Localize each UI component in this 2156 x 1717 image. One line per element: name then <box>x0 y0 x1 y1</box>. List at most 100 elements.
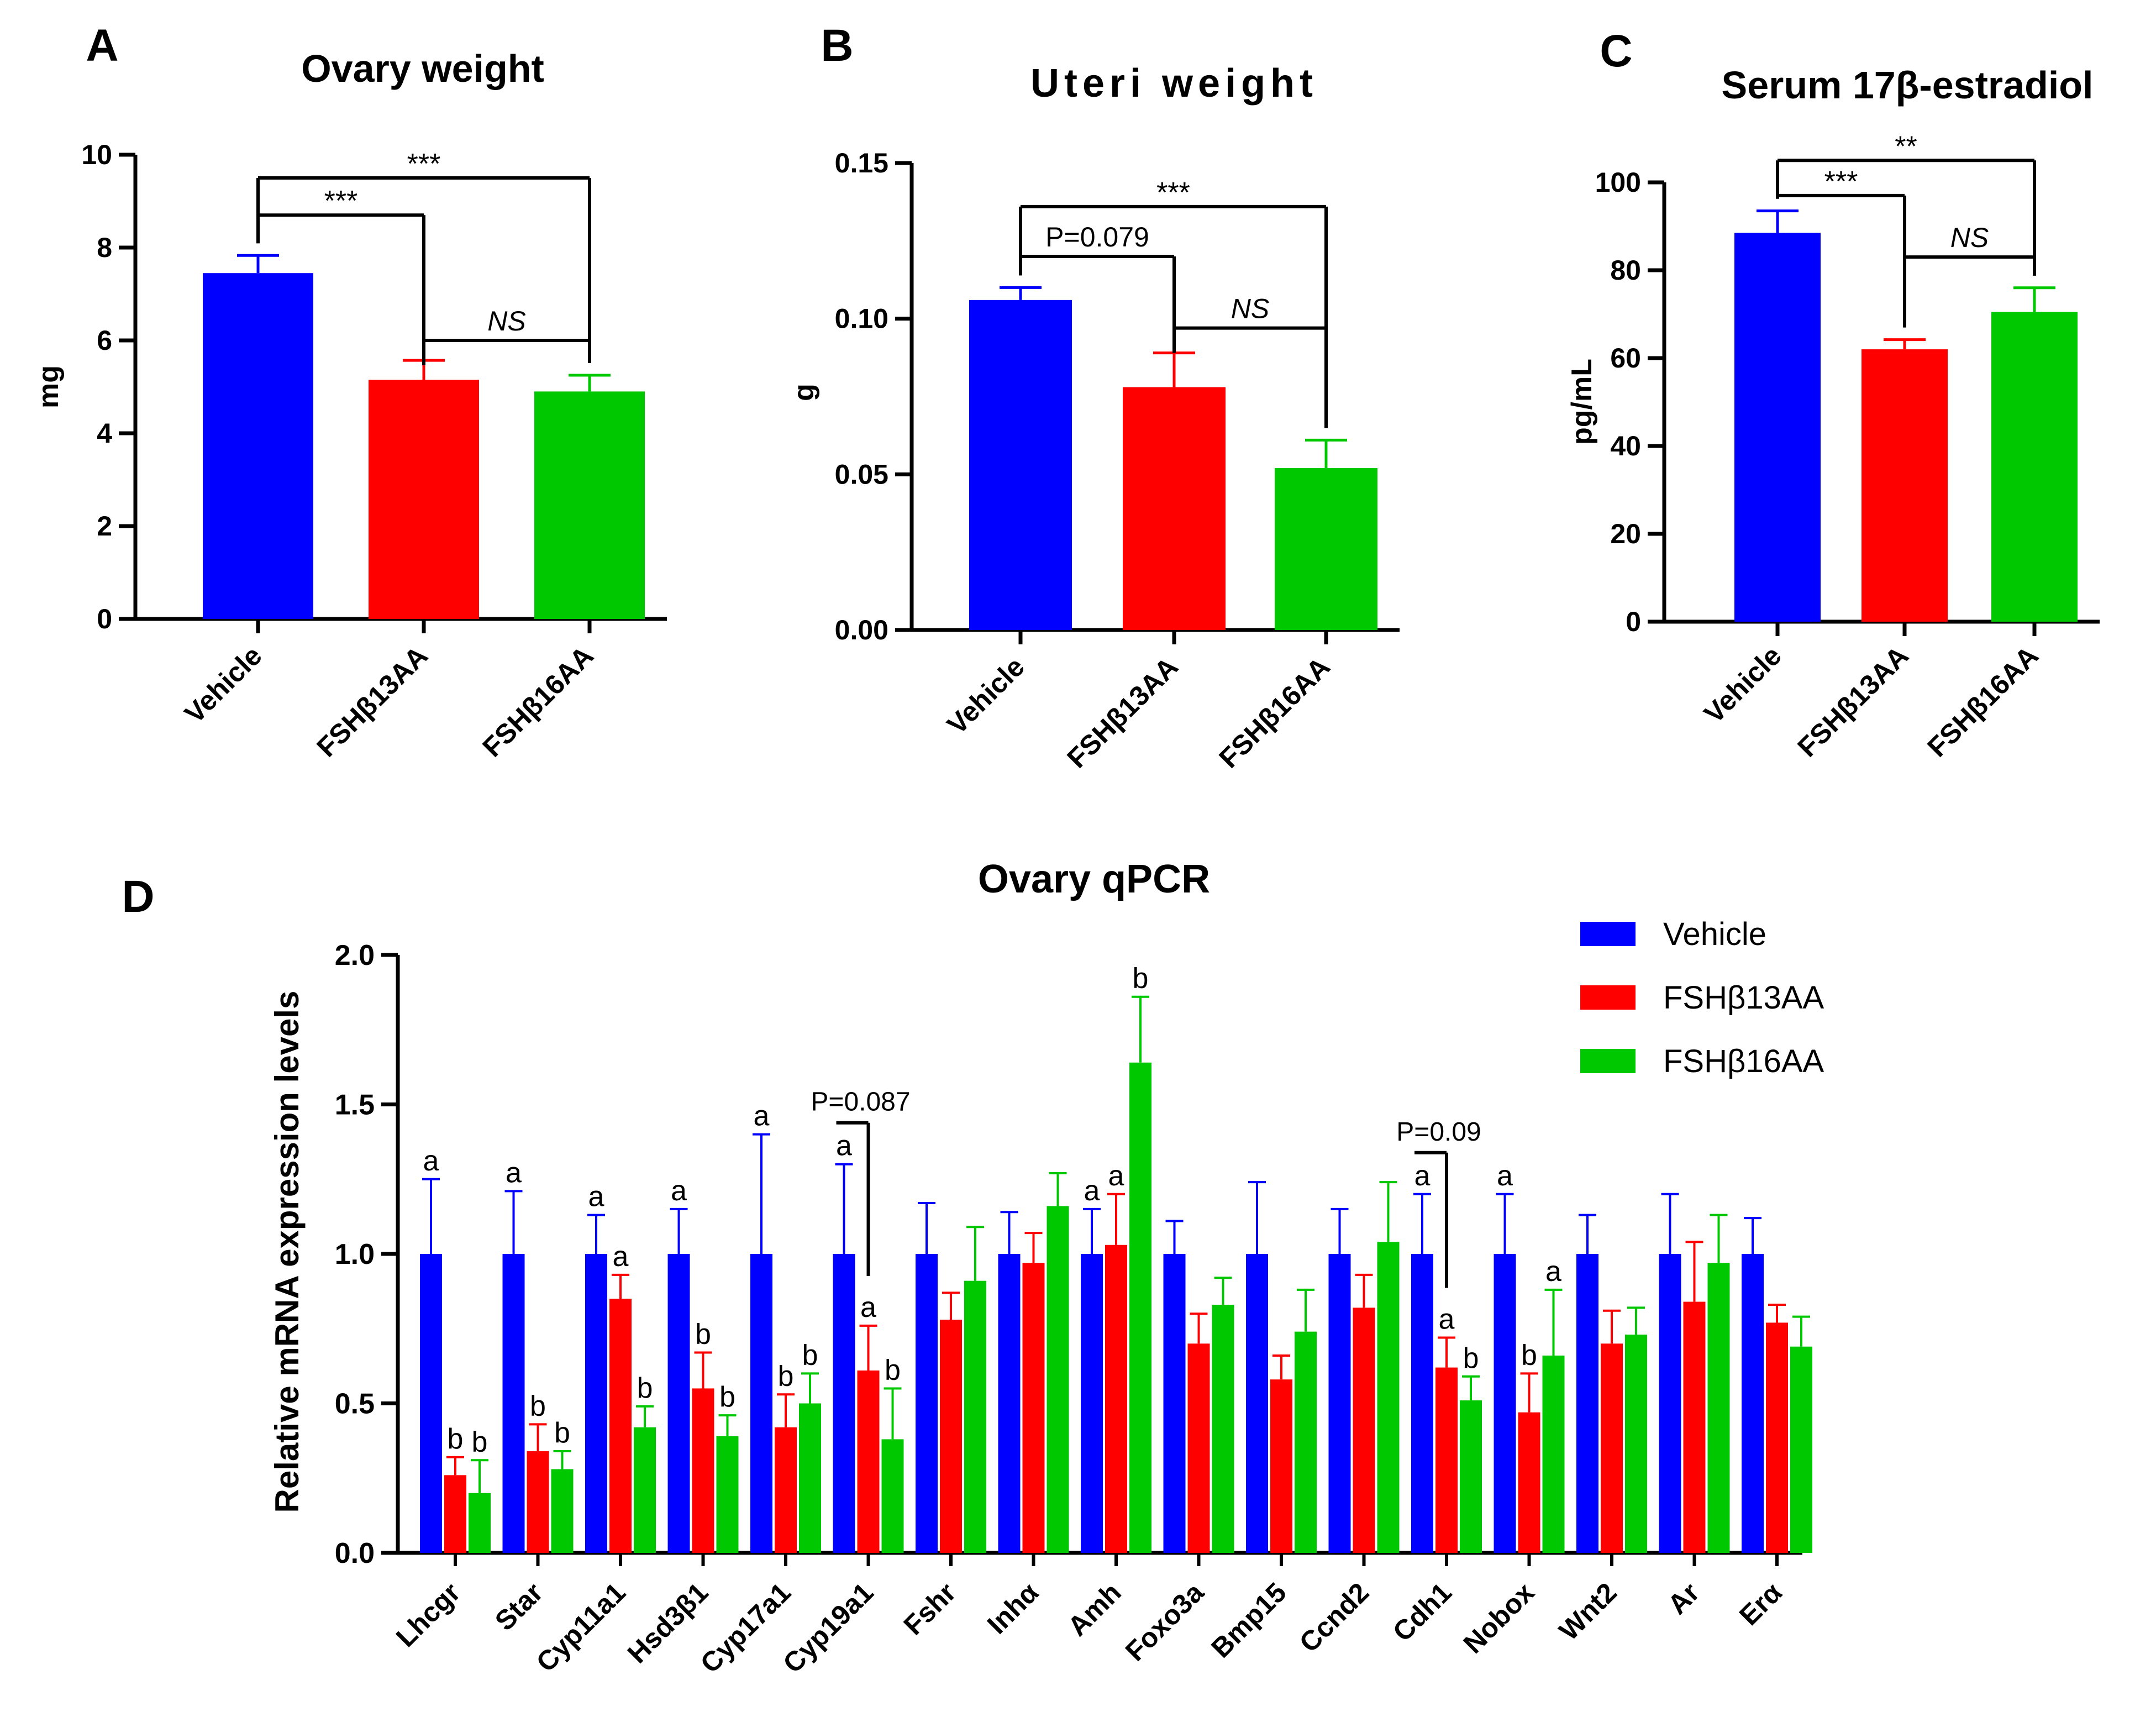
significance-label: *** <box>407 148 441 180</box>
y-tick-label: 1.0 <box>335 1238 375 1270</box>
bar <box>1275 468 1377 630</box>
bar <box>585 1254 607 1553</box>
y-tick-label: 6 <box>97 325 112 356</box>
panel-c: C Serum 17β-estradiol pg/mL 0 20 40 60 80 100 Veh… <box>1566 26 2100 763</box>
y-tick-label: 0 <box>97 603 112 634</box>
bar <box>1212 1304 1234 1553</box>
bar <box>940 1320 962 1553</box>
significance-label: NS <box>1231 293 1269 324</box>
bar <box>1460 1400 1482 1553</box>
panel-b: B Uteri weight g 0.00 0.05 0.10 0.15 Vehicle FSH… <box>788 20 1400 774</box>
significance-letter: a <box>860 1291 876 1324</box>
significance-letter: a <box>506 1157 522 1189</box>
bar <box>1246 1254 1268 1553</box>
significance-letter: b <box>778 1360 794 1392</box>
bar <box>1411 1254 1433 1553</box>
x-tick-label: Erα <box>1733 1577 1788 1631</box>
panel-letter: A <box>86 20 118 71</box>
bar <box>969 300 1072 630</box>
x-tick-label: Cyp11a1 <box>530 1577 632 1678</box>
bar <box>916 1254 938 1553</box>
bar <box>551 1469 574 1553</box>
bar <box>1295 1331 1317 1553</box>
bar <box>369 380 479 619</box>
x-tick-label: Cyp17a1 <box>695 1577 797 1679</box>
bar <box>527 1451 549 1553</box>
bar <box>750 1254 772 1553</box>
significance-label: ** <box>1895 130 1917 162</box>
y-tick-label: 20 <box>1610 518 1641 549</box>
x-tick-label: Ccnd2 <box>1293 1577 1375 1658</box>
bar <box>534 391 645 619</box>
x-tick-label: Lhcgr <box>390 1577 466 1653</box>
y-tick-label: 4 <box>97 418 112 449</box>
panel-d: D Ovary qPCR Relative mRNA expression leve… <box>122 857 1824 1679</box>
significance-letter: b <box>1133 963 1149 995</box>
y-tick-label: 1.5 <box>335 1089 375 1121</box>
bar <box>1163 1254 1186 1553</box>
panel-letter: C <box>1600 26 1632 76</box>
bar <box>857 1370 880 1553</box>
x-tick-label: Foxo3a <box>1119 1576 1210 1667</box>
x-tick-label: Amh <box>1062 1577 1127 1642</box>
x-tick-label: Bmp15 <box>1205 1577 1292 1663</box>
significance-letter: a <box>1084 1175 1100 1207</box>
bar <box>1187 1343 1210 1553</box>
y-tick-label: 0.5 <box>335 1388 375 1420</box>
chart-title: Ovary weight <box>301 47 544 90</box>
significance-letter: a <box>671 1175 687 1207</box>
bar <box>1991 312 2078 622</box>
significance-letter: b <box>1463 1342 1479 1374</box>
significance-letter: a <box>423 1145 439 1177</box>
chart-title: Ovary qPCR <box>978 857 1210 901</box>
x-tick-label: FSHβ13AA <box>311 640 433 763</box>
y-tick-label: 0 <box>1626 606 1641 637</box>
x-tick-label: Star <box>489 1577 549 1636</box>
bar <box>1270 1379 1292 1553</box>
bar <box>1123 387 1226 630</box>
x-tick-label: Wnt2 <box>1553 1577 1623 1646</box>
significance-label: *** <box>1824 166 1858 198</box>
y-tick-label: 80 <box>1610 255 1641 286</box>
bar <box>469 1493 491 1553</box>
significance-letter: a <box>1414 1160 1431 1192</box>
x-tick-label: FSHβ13AA <box>1061 651 1184 774</box>
bar <box>1105 1245 1127 1553</box>
y-tick-label: 100 <box>1595 167 1641 198</box>
significance-letter: b <box>719 1381 735 1413</box>
bar <box>667 1254 690 1553</box>
x-tick-label: Cyp19a1 <box>777 1577 879 1679</box>
legend: Vehicle FSHβ13AA FSHβ16AA <box>1580 916 1824 1079</box>
significance-label: *** <box>324 185 358 217</box>
bar <box>1659 1254 1681 1553</box>
bar <box>998 1254 1021 1553</box>
bar <box>1542 1355 1565 1553</box>
significance-letter: b <box>448 1423 464 1455</box>
y-tick-label: 8 <box>97 232 112 263</box>
chart-title: Serum 17β-estradiol <box>1722 64 2094 107</box>
bar <box>1377 1242 1400 1553</box>
significance-letter: a <box>588 1181 604 1213</box>
significance-letter: b <box>695 1319 711 1351</box>
significance-label: NS <box>487 306 525 337</box>
significance-letter: b <box>885 1354 901 1386</box>
p-value-label: P=0.087 <box>811 1088 910 1117</box>
x-tick-label: FSHβ16AA <box>1213 651 1335 774</box>
bar <box>799 1403 821 1553</box>
significance-letter: b <box>472 1426 488 1458</box>
bar <box>1518 1412 1540 1553</box>
significance-letter: a <box>754 1100 770 1132</box>
bar <box>420 1254 442 1553</box>
significance-letter: a <box>1439 1303 1455 1335</box>
legend-swatch <box>1580 1049 1636 1073</box>
bar <box>203 273 313 619</box>
bar <box>1353 1308 1375 1553</box>
significance-label: P=0.079 <box>1045 222 1149 253</box>
bar <box>1742 1254 1764 1553</box>
y-tick-label: 2 <box>97 511 112 542</box>
bar <box>1766 1322 1788 1553</box>
bar <box>444 1475 466 1553</box>
bar <box>1790 1346 1812 1553</box>
y-tick-label: 0.15 <box>835 148 888 178</box>
